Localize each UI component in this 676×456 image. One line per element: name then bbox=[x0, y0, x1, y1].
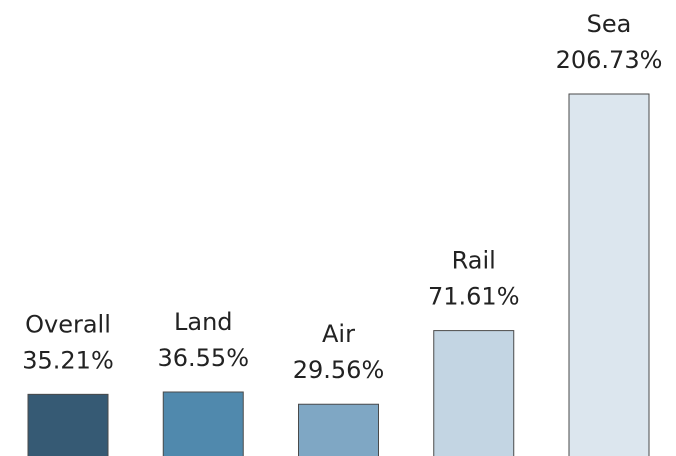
bar bbox=[433, 330, 515, 456]
category-label: Sea bbox=[587, 10, 632, 38]
category-label: Overall bbox=[25, 310, 111, 338]
bar bbox=[568, 93, 650, 456]
category-label: Rail bbox=[452, 247, 496, 275]
bar bbox=[27, 393, 109, 456]
value-label: 35.21% bbox=[22, 346, 114, 374]
bar bbox=[162, 391, 244, 456]
category-label: Land bbox=[174, 308, 233, 336]
value-label: 71.61% bbox=[428, 283, 520, 311]
category-label: Air bbox=[322, 320, 355, 348]
bar bbox=[298, 403, 379, 456]
value-label: 36.55% bbox=[157, 344, 249, 372]
value-label: 29.56% bbox=[293, 356, 385, 384]
value-label: 206.73% bbox=[556, 46, 663, 74]
